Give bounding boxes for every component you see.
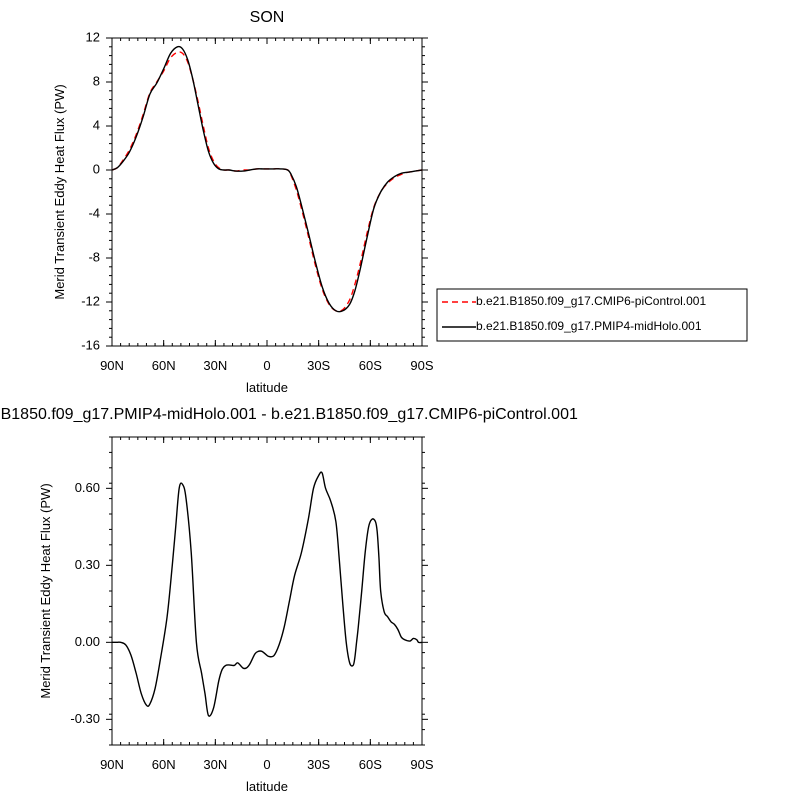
y-tick-label: -16 [81, 337, 100, 352]
chart-title: SON [250, 9, 285, 26]
x-tick-label: 60S [359, 757, 382, 772]
legend-label-1: b.e21.B1850.f09_g17.CMIP6-piControl.001 [476, 294, 706, 308]
x-tick-label: 30S [307, 358, 330, 373]
y-tick-label: 0 [93, 161, 100, 176]
series-line-2 [111, 45, 423, 313]
y-tick-label: 4 [93, 117, 100, 132]
y-tick-label: 0.30 [75, 557, 100, 572]
x-tick-label: 90S [410, 757, 433, 772]
x-tick-label: 30N [203, 757, 227, 772]
y-axis-label: Merid Transient Eddy Heat Flux (PW) [52, 84, 67, 299]
series-line-1 [112, 471, 423, 717]
y-tick-label: -4 [88, 205, 100, 220]
legend-label-2: b.e21.B1850.f09_g17.PMIP4-midHolo.001 [476, 319, 702, 333]
y-tick-label: -12 [81, 293, 100, 308]
x-tick-label: 60S [359, 358, 382, 373]
plot-frame [111, 37, 423, 347]
x-tick-label: 90N [100, 358, 124, 373]
y-axis-label: Merid Transient Eddy Heat Flux (PW) [38, 483, 53, 698]
x-tick-label: 0 [263, 757, 270, 772]
y-tick-label: 0.60 [75, 480, 100, 495]
x-axis-label: latitude [246, 779, 288, 794]
chart-title: b.e21.B1850.f09_g17.PMIP4-midHolo.001 - … [0, 406, 578, 423]
x-tick-label: 90S [410, 358, 433, 373]
plot-frame [111, 436, 423, 746]
x-tick-label: 90N [100, 757, 124, 772]
y-tick-label: 8 [93, 73, 100, 88]
x-tick-label: 30N [203, 358, 227, 373]
y-tick-label: 0.00 [75, 634, 100, 649]
y-tick-label: 12 [86, 29, 100, 44]
y-tick-label: -8 [88, 249, 100, 264]
difference-chart: b.e21.B1850.f09_g17.PMIP4-midHolo.001 - … [0, 406, 578, 794]
x-axis-label: latitude [246, 380, 288, 395]
x-tick-label: 60N [152, 757, 176, 772]
x-tick-label: 0 [263, 358, 270, 373]
legend: b.e21.B1850.f09_g17.CMIP6-piControl.001b… [436, 288, 748, 342]
legend-box [436, 288, 748, 342]
y-tick-label: -0.30 [70, 711, 100, 726]
top-chart: SON 90N 60N 30N 0 30S 60S 90S 12 8 4 0 -4 -8 -12 -16 lat… [52, 9, 748, 395]
x-tick-label: 60N [152, 358, 176, 373]
series-line-1 [111, 51, 423, 313]
x-tick-label: 30S [307, 757, 330, 772]
